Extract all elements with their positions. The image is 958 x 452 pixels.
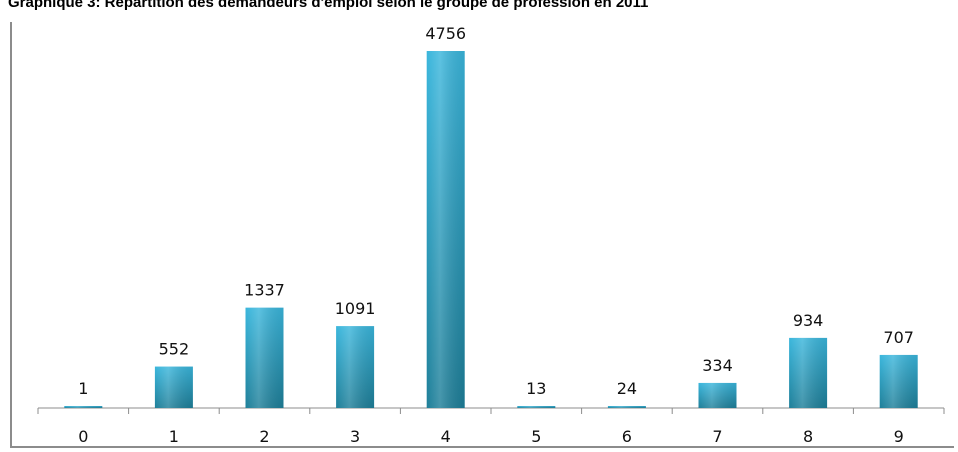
value-label-5: 13 (526, 379, 546, 398)
x-tick-label-3: 3 (350, 427, 360, 446)
value-label-3: 1091 (335, 299, 376, 318)
x-tick-label-6: 6 (622, 427, 632, 446)
bar-shine-8 (789, 337, 828, 408)
value-label-6: 24 (617, 379, 637, 398)
x-axis-ticks (37, 408, 945, 414)
x-tick-label-9: 9 (894, 427, 904, 446)
bar-shine-6 (607, 406, 646, 408)
bar-shine-7 (698, 382, 737, 408)
value-label-7: 334 (702, 356, 733, 375)
value-labels: 1 552 1337 1091 4756 13 24 334 934 707 (78, 24, 914, 398)
bars (64, 51, 918, 408)
bar-shine-2 (245, 307, 284, 408)
x-tick-labels: 0 1 2 3 4 5 6 7 8 9 (78, 427, 904, 446)
value-label-0: 1 (78, 379, 88, 398)
bar-shine-5 (517, 406, 556, 408)
value-label-2: 1337 (244, 281, 285, 300)
x-tick-label-8: 8 (803, 427, 813, 446)
value-label-8: 934 (793, 311, 824, 330)
x-tick-label-0: 0 (78, 427, 88, 446)
chart-title: Graphique 3: Répartition des demandeurs … (8, 0, 649, 11)
bar-shine-4 (426, 51, 465, 408)
value-label-1: 552 (159, 340, 190, 359)
value-label-4: 4756 (425, 24, 466, 43)
value-label-9: 707 (883, 328, 914, 347)
x-tick-label-5: 5 (531, 427, 541, 446)
bar-shine-1 (154, 366, 193, 408)
bar-shine-3 (336, 326, 375, 408)
x-tick-label-1: 1 (169, 427, 179, 446)
bar-shine-0 (64, 406, 103, 408)
x-tick-label-4: 4 (441, 427, 451, 446)
x-tick-label-7: 7 (712, 427, 722, 446)
x-tick-label-2: 2 (259, 427, 269, 446)
plot-frame (10, 22, 954, 448)
bar-shine-9 (879, 354, 918, 408)
